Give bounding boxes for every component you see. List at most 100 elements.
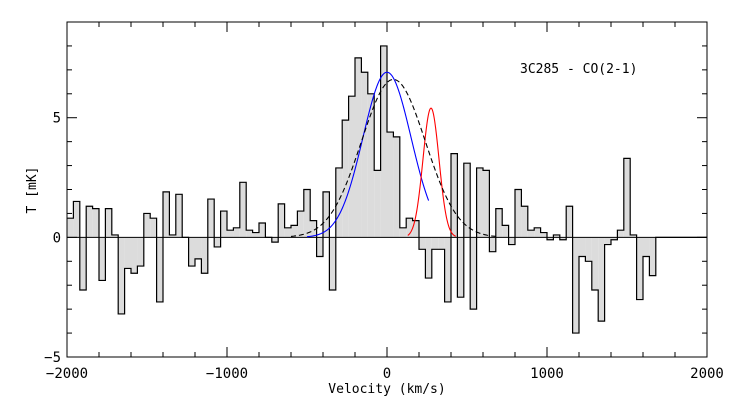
spectrum-bin-fill	[540, 232, 547, 238]
spectrum-bin-fill	[470, 237, 477, 310]
spectrum-bin-fill	[572, 237, 579, 334]
spectrum-bin-fill	[195, 237, 202, 259]
spectrum-bin-fill	[585, 237, 592, 262]
spectrum-bin-fill	[412, 220, 419, 238]
spectrum-bin-fill	[207, 199, 215, 238]
spectrum-bin-fill	[297, 211, 304, 238]
spectrum-bin-fill	[342, 120, 349, 238]
y-axis-label: T [mK]	[25, 167, 40, 214]
spectrum-bin-fill	[521, 206, 528, 238]
spectrum-bin-fill	[201, 237, 208, 274]
y-tick-label: 0	[53, 230, 61, 246]
spectrum-fill-layer	[67, 45, 656, 334]
spectrum-bin-fill	[92, 208, 99, 238]
spectrum-bin-fill	[617, 230, 624, 238]
spectrum-bin-fill	[502, 225, 509, 238]
spectrum-bin-fill	[527, 230, 535, 238]
spectrum-bin-fill	[636, 237, 643, 300]
spectrum-bin-fill	[220, 211, 227, 238]
spectrum-bin-fill	[214, 237, 221, 247]
spectrum-bin-fill	[310, 220, 317, 238]
spectrum-bin-fill	[316, 237, 323, 257]
spectrum-bin-fill	[508, 237, 515, 245]
x-tick-label: 1000	[530, 366, 564, 382]
spectrum-bin-fill	[259, 223, 266, 238]
spectrum-bin-fill	[393, 136, 400, 238]
x-axis-label: Velocity (km/s)	[328, 382, 445, 397]
spectrum-bin-fill	[515, 189, 522, 238]
spectrum-bin-fill	[86, 206, 93, 238]
spectrum-bin-fill	[579, 237, 586, 257]
spectrum-bin-fill	[495, 208, 503, 238]
spectrum-bin-fill	[547, 237, 554, 240]
spectrum-bin-fill	[348, 96, 355, 238]
spectrum-bin-fill	[246, 230, 253, 238]
spectrum-bin-fill	[163, 191, 170, 238]
spectrum-bin-fill	[323, 191, 330, 238]
spectrum-bin-fill	[361, 72, 368, 238]
spectrum-bin-fill	[239, 182, 247, 238]
spectrum-bin-fill	[591, 237, 599, 290]
axis-ticks: −2000 −1000 0 1000 2000 −5 0 5	[44, 21, 724, 382]
y-tick-label: −5	[44, 350, 61, 366]
spectrum-bin-fill	[483, 170, 490, 238]
blue-gaussian-fit	[306, 71, 430, 238]
spectrum-bin-fill	[623, 158, 631, 238]
spectrum-bin-fill	[335, 167, 343, 238]
spectrum-bin-fill	[406, 218, 413, 238]
spectrum-bin-fill	[99, 237, 106, 281]
spectrum-bin-fill	[227, 230, 234, 238]
spectrum-bin-fill	[150, 218, 157, 238]
spectrum-bin-fill	[643, 237, 650, 257]
spectrum-bin-fill	[380, 45, 387, 238]
x-tick-label: 0	[383, 366, 391, 382]
spectrum-bin-fill	[79, 237, 87, 290]
spectrum-bin-fill	[367, 93, 375, 238]
spectrum-bin-fill	[67, 218, 74, 238]
red-gaussian-fit	[407, 107, 457, 237]
spectrum-bin-fill	[387, 132, 394, 238]
spectrum-bin-fill	[291, 225, 298, 238]
spectrum-bin-fill	[169, 234, 176, 238]
spectrum-bin-fill	[566, 206, 573, 238]
spectrum-bin-fill	[374, 170, 381, 238]
spectrum-bin-fill	[143, 213, 151, 238]
spectrum-bin-fill	[425, 237, 432, 279]
spectrum-bin-fill	[598, 237, 605, 322]
spectrum-bin-fill	[604, 237, 611, 245]
spectrum-bin-fill	[399, 227, 407, 238]
spectrum-bin-fill	[73, 201, 80, 238]
spectrum-bin-fill	[131, 237, 138, 274]
spectrum-bin-fill	[630, 234, 637, 238]
spectrum-bin-fill	[355, 57, 362, 238]
spectrum-bin-fill	[457, 237, 464, 298]
spectrum-bin-fill	[175, 194, 183, 238]
spectrum-bin-fill	[233, 227, 240, 238]
spectrum-bin-fill	[489, 237, 496, 252]
spectrum-step-line	[67, 45, 707, 334]
spectrum-bin-fill	[105, 208, 112, 238]
spectrum-bin-fill	[271, 237, 279, 243]
spectrum-bin-fill	[278, 203, 285, 238]
spectrum-bin-fill	[553, 234, 560, 238]
fit-curves-layer	[290, 71, 500, 238]
spectrum-bin-fill	[476, 167, 483, 238]
spectrum-bin-fill	[156, 237, 163, 302]
x-tick-label: −1000	[206, 366, 248, 382]
spectrum-bin-fill	[451, 153, 458, 238]
spectrum-bin-fill	[188, 237, 195, 267]
spectrum-bin-fill	[438, 237, 445, 250]
spectrum-bin-fill	[444, 237, 451, 302]
spectrum-bin-fill	[137, 237, 144, 267]
spectrum-bin-fill	[252, 232, 259, 238]
spectrum-bin-fill	[419, 237, 426, 250]
y-tick-label: 5	[53, 111, 61, 127]
spectrum-bin-fill	[111, 234, 119, 238]
spectrum-bin-fill	[431, 237, 439, 250]
spectrum-bin-fill	[559, 237, 567, 240]
x-tick-label: −2000	[46, 366, 88, 382]
total-fit-dashed	[290, 78, 500, 238]
spectrum-bin-fill	[284, 227, 291, 238]
spectrum-bin-fill	[303, 189, 311, 238]
spectrum-bin-fill	[329, 237, 336, 290]
